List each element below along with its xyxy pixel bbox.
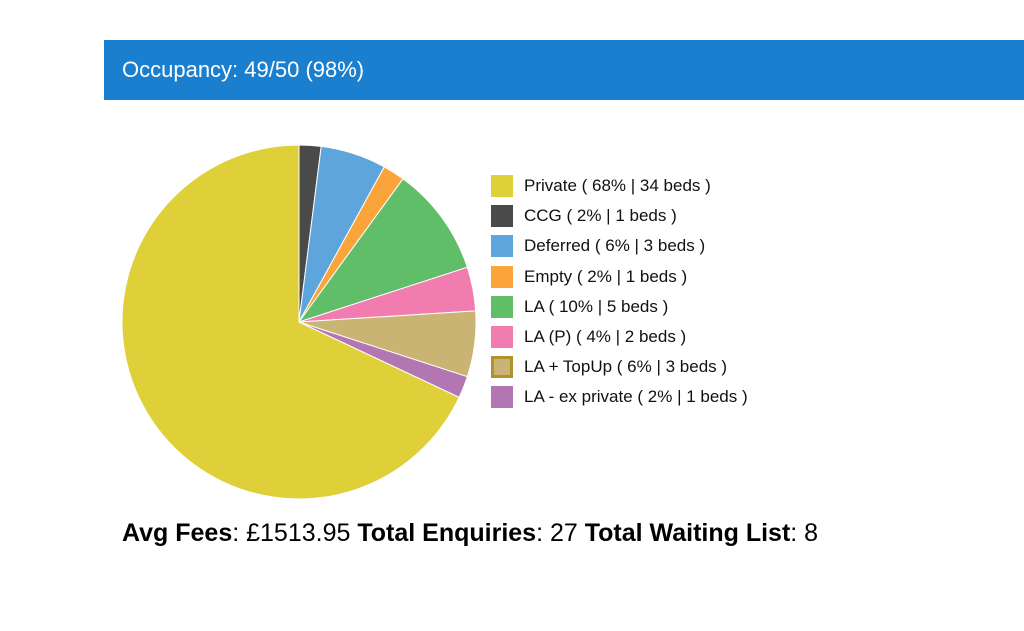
avg-fees-label: Avg Fees [122,519,233,547]
legend-label: LA - ex private ( 2% | 1 beds ) [524,387,748,407]
pie-slice-la[interactable] [297,178,468,323]
legend-label: Deferred ( 6% | 3 beds ) [524,236,706,256]
legend-swatch [491,386,513,409]
legend-label: LA + TopUp ( 6% | 3 beds ) [524,357,728,377]
occupancy-header: Occupancy: 49/50 (98%) [104,40,1024,100]
enquiries-value: : 27 [536,519,585,547]
legend-item[interactable]: LA (P) ( 4% | 2 beds ) [491,322,748,352]
avg-fees-value: : £1513.95 [232,519,358,547]
legend-swatch [491,265,513,288]
legend-item[interactable]: Private ( 68% | 34 beds ) [491,171,748,201]
legend-swatch [491,356,513,379]
waiting-list-value: : 8 [790,519,819,547]
waiting-list-label: Total Waiting List [584,519,791,547]
legend-swatch [491,235,513,258]
pie-slice-private[interactable] [121,144,460,500]
legend-item[interactable]: Deferred ( 6% | 3 beds ) [491,231,748,261]
legend-swatch [491,295,513,318]
legend-swatch [491,205,513,228]
legend-label: LA (P) ( 4% | 2 beds ) [524,327,687,347]
legend-label: CCG ( 2% | 1 beds ) [524,206,677,226]
legend-item[interactable]: LA ( 10% | 5 beds ) [491,292,748,322]
legend-item[interactable]: CCG ( 2% | 1 beds ) [491,201,748,231]
stats-line: Avg Fees: £1513.95 Total Enquiries: 27 T… [122,519,818,548]
legend-label: Private ( 68% | 34 beds ) [524,176,711,196]
legend-item[interactable]: Empty ( 2% | 1 beds ) [491,262,748,292]
legend-label: Empty ( 2% | 1 beds ) [524,266,688,286]
pie-chart [121,144,477,500]
legend-label: LA ( 10% | 5 beds ) [524,296,669,316]
occupancy-title: Occupancy: 49/50 (98%) [122,57,365,82]
legend-swatch [491,175,513,198]
legend-item[interactable]: LA + TopUp ( 6% | 3 beds ) [491,352,748,382]
enquiries-label: Total Enquiries [357,519,537,547]
chart-legend: Private ( 68% | 34 beds ) CCG ( 2% | 1 be… [491,171,748,413]
legend-swatch [491,326,513,349]
legend-item[interactable]: LA - ex private ( 2% | 1 beds ) [491,382,748,412]
